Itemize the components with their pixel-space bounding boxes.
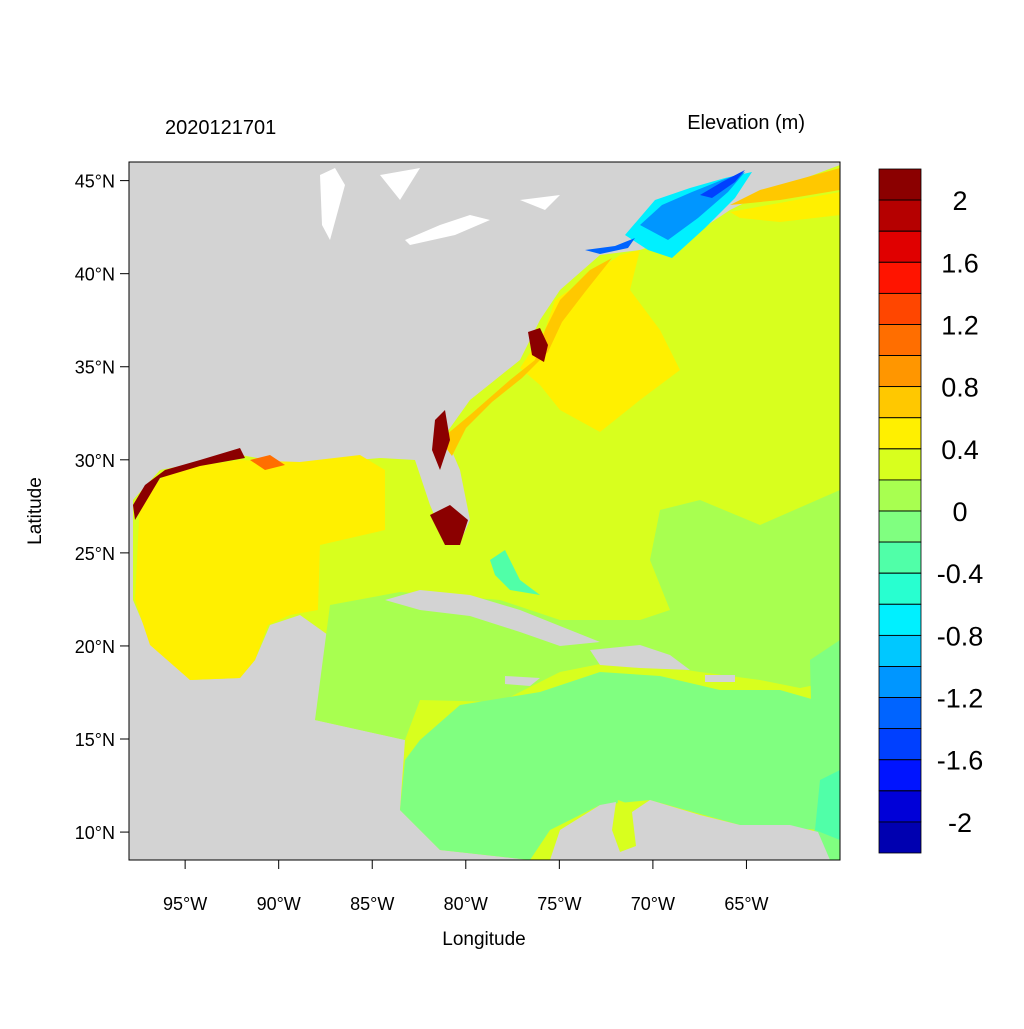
region (430, 505, 468, 545)
colorbar-label: 1.2 (941, 310, 979, 340)
region (520, 250, 680, 432)
colorbar-label: 2 (952, 186, 967, 216)
region (490, 550, 540, 595)
x-tick-label: 75°W (537, 894, 581, 914)
region (400, 672, 830, 860)
colorbar-label: -0.8 (937, 621, 984, 651)
y-tick-label: 10°N (75, 823, 115, 843)
region (432, 410, 450, 470)
region (250, 455, 285, 470)
colorbar-label: 0.4 (941, 435, 979, 465)
colorbar-box (878, 355, 922, 388)
region (440, 258, 612, 456)
x-axis-label: Longitude (442, 929, 525, 950)
colorbar-box (878, 510, 922, 543)
y-tick-label: 40°N (75, 265, 115, 285)
colorbar-box (878, 666, 922, 698)
map-title: 2020121701 (165, 117, 276, 139)
island (590, 645, 690, 670)
colorbar-box (878, 759, 922, 792)
colorbar-box (878, 199, 922, 232)
colorbar-box (878, 603, 922, 636)
island (385, 590, 600, 646)
region (528, 328, 548, 362)
colorbar-box (878, 790, 922, 823)
region (730, 192, 840, 222)
region (730, 168, 840, 205)
colorbar-box (878, 324, 922, 356)
y-axis-label: Latitude (25, 477, 46, 545)
map (129, 162, 840, 860)
colorbar-box (878, 634, 922, 667)
land (550, 800, 830, 860)
y-tick-label: 30°N (75, 451, 115, 471)
y-tick-label: 15°N (75, 730, 115, 750)
colorbar-box (878, 728, 922, 761)
x-tick-label: 95°W (163, 894, 207, 914)
region (133, 448, 245, 520)
colorbar-label: 1.6 (941, 248, 979, 278)
region (815, 770, 840, 840)
colorbar-box (878, 292, 922, 325)
colorbar-label: -2 (948, 808, 972, 838)
colorbar-box (878, 572, 922, 605)
colorbar-box (878, 386, 922, 419)
colorbar-box (878, 448, 922, 481)
region (585, 238, 635, 254)
colorbar-label: -1.2 (937, 684, 984, 714)
x-tick-label: 90°W (257, 894, 301, 914)
region (315, 490, 840, 740)
variable-label: Elevation (m) (687, 112, 805, 134)
colorbar-box (878, 417, 922, 450)
colorbar-box (878, 168, 922, 201)
region (615, 800, 635, 850)
x-tick-label: 80°W (444, 894, 488, 914)
region (700, 170, 745, 198)
y-tick-label: 20°N (75, 637, 115, 657)
island (505, 676, 540, 686)
x-tick-label: 70°W (631, 894, 675, 914)
y-tick-label: 35°N (75, 358, 115, 378)
y-tick-label: 45°N (75, 172, 115, 192)
plot-border (128, 161, 841, 861)
colorbar-label: 0.8 (941, 373, 979, 403)
lake (320, 168, 560, 245)
colorbar-label: -1.6 (937, 746, 984, 776)
colorbar-box (878, 230, 922, 263)
colorbar-box (878, 821, 922, 854)
island (705, 675, 735, 682)
y-tick-label: 25°N (75, 544, 115, 564)
x-tick-label: 85°W (350, 894, 394, 914)
colorbar-box (878, 261, 922, 294)
colorbar-box (878, 541, 922, 574)
colorbar-box (878, 697, 922, 730)
colorbar-label: -0.4 (937, 559, 984, 589)
region (135, 455, 385, 680)
colorbar-label: 0 (952, 497, 967, 527)
colorbar-box (878, 479, 922, 512)
x-tick-label: 65°W (724, 894, 768, 914)
